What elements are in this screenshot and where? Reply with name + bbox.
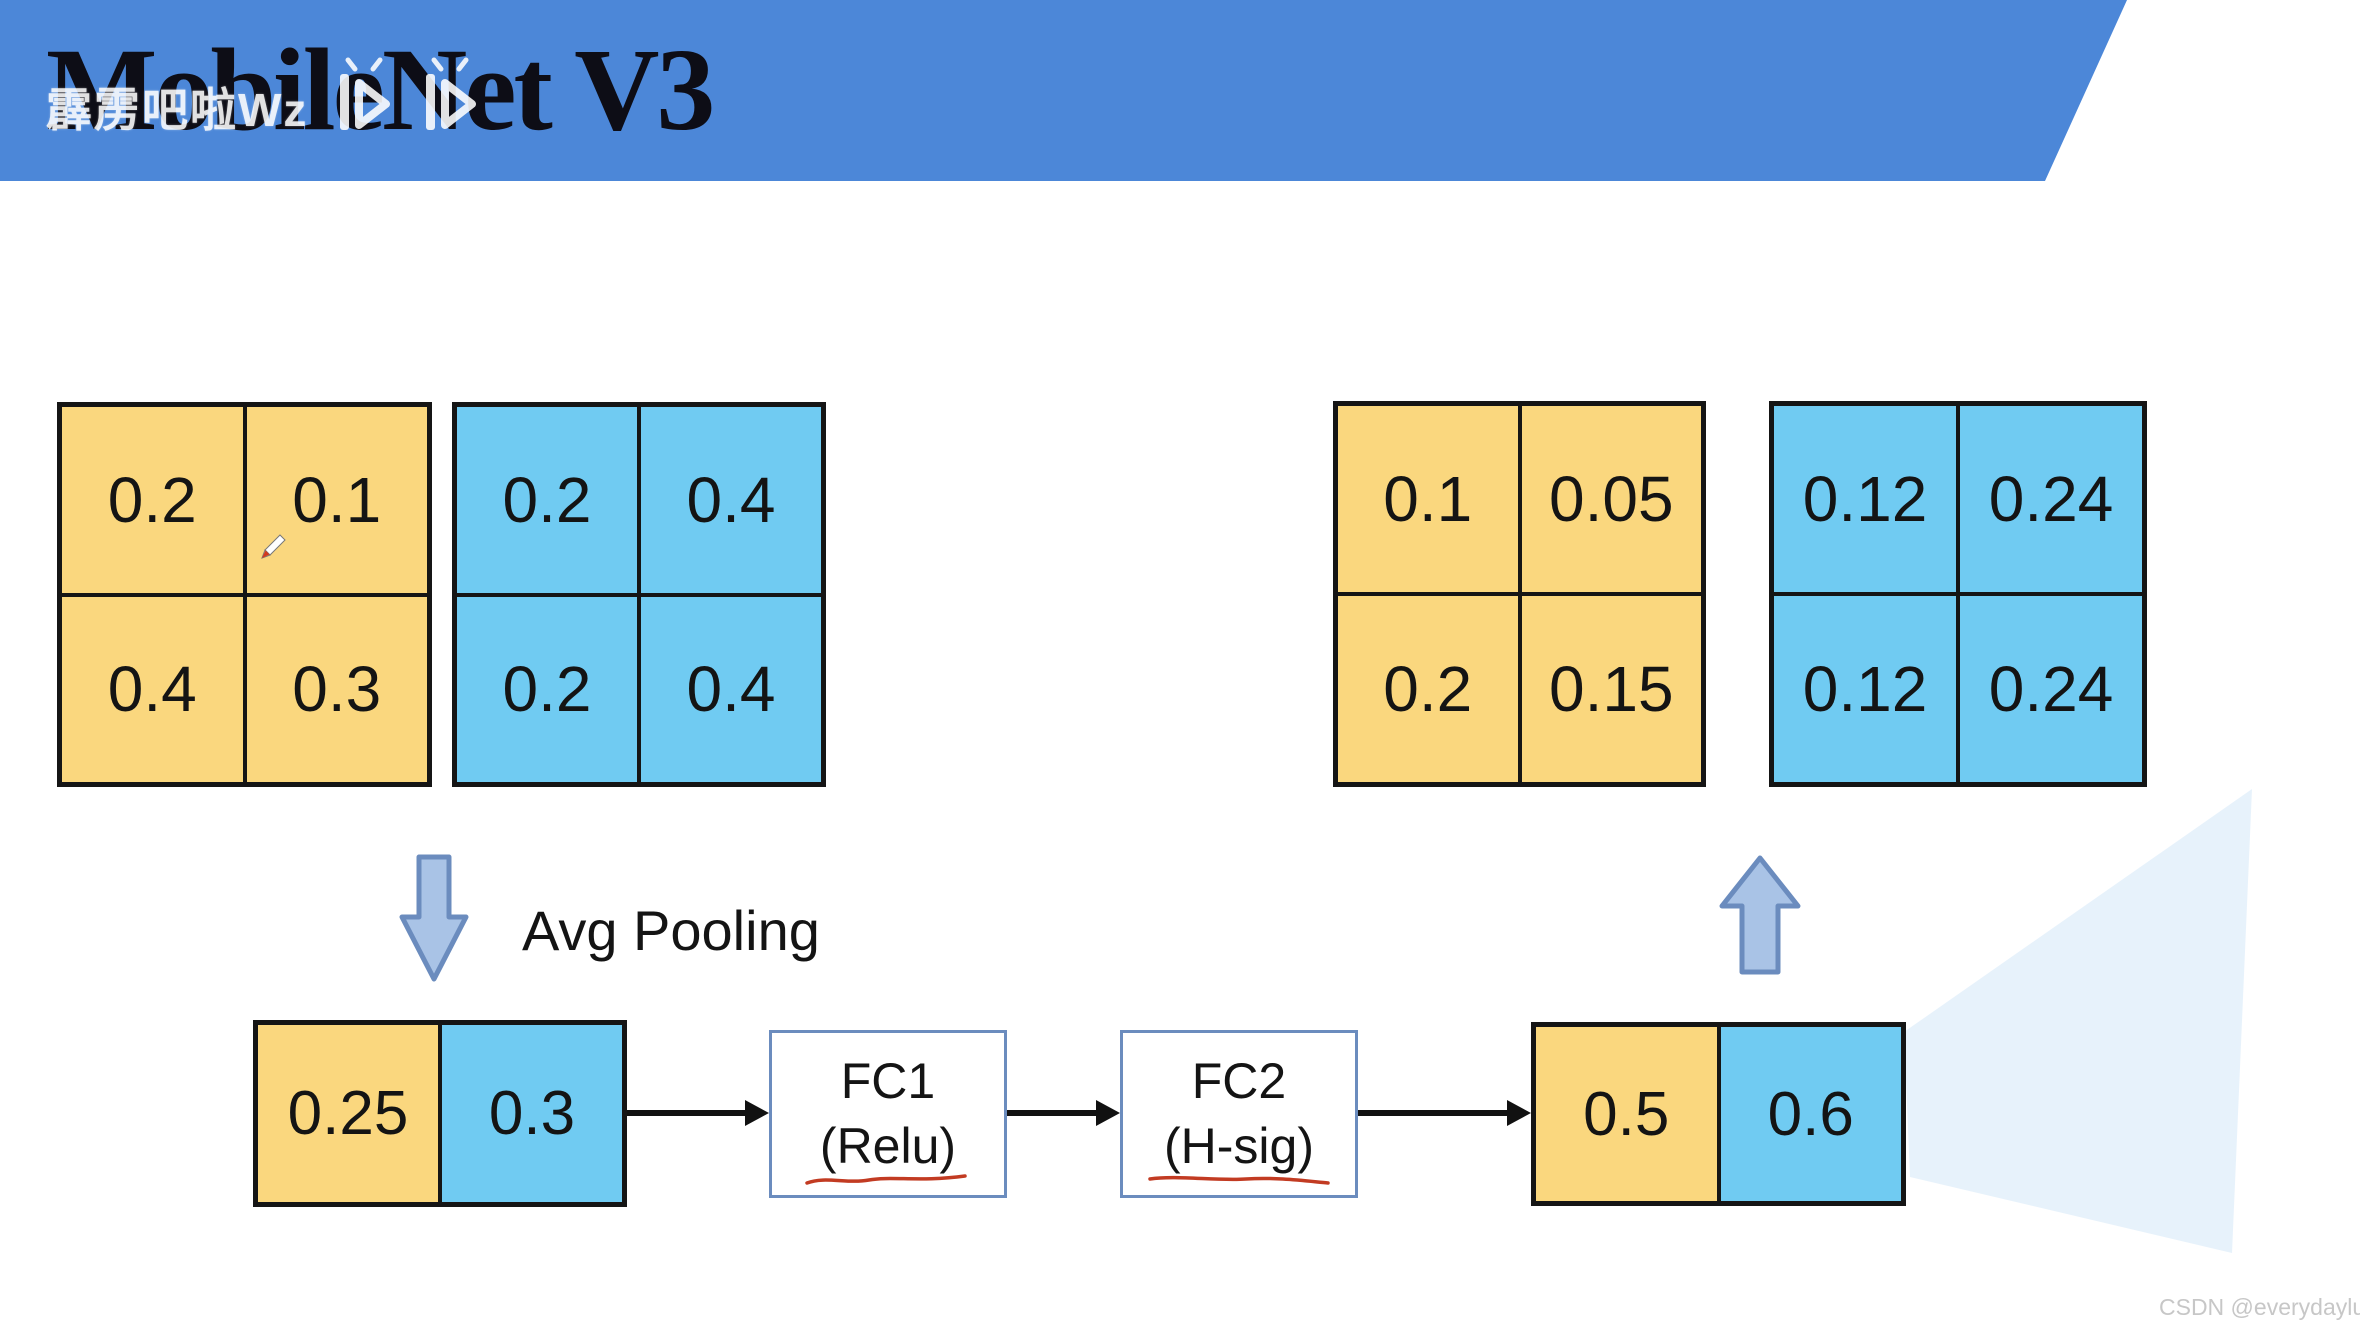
header-banner	[0, 0, 2127, 181]
matrix-cell: 0.2	[455, 405, 639, 595]
fc2-activation: (H-sig)	[1164, 1118, 1314, 1174]
fc1-title: FC1	[840, 1053, 936, 1109]
matrix-cell: 0.4	[639, 594, 823, 784]
scale-yellow-value: 0.5	[1534, 1025, 1719, 1203]
matrix-cell: 0.12	[1772, 594, 1958, 784]
csdn-watermark: CSDN @everydaylucky	[2159, 1294, 2360, 1320]
matrix-cell: 0.3	[244, 594, 429, 784]
matrix-cell: 0.2	[60, 405, 245, 595]
avg-pooling-label: Avg Pooling	[522, 899, 820, 962]
slide-title: MobileNet V3	[46, 24, 715, 155]
matrix-cell: 0.1	[1336, 404, 1520, 594]
matrix-cell: 0.1	[244, 405, 429, 595]
pen-cursor-icon	[261, 534, 286, 559]
fc2-title: FC2	[1191, 1053, 1287, 1109]
bilibili-tv-icon	[340, 57, 391, 130]
matrix-cell: 0.24	[1958, 594, 2144, 784]
hsig-underline	[1148, 1175, 1330, 1185]
fc1-activation: (Relu)	[819, 1118, 957, 1174]
matrix-cell: 0.2	[455, 594, 639, 784]
highlight-beam	[1904, 789, 2252, 1253]
uploader-watermark-text: 霹雳吧啦Wz	[46, 84, 309, 136]
matrix-cell: 0.05	[1519, 404, 1703, 594]
matrix-cell: 0.12	[1772, 404, 1958, 594]
output-matrix-yellow: 0.1 0.05 0.2 0.15	[1333, 401, 1706, 787]
scale-vector: 0.5 0.6	[1531, 1022, 1906, 1206]
input-matrix-yellow: 0.2 0.1 0.4 0.3	[57, 402, 432, 787]
down-block-arrow-icon	[399, 854, 469, 982]
matrix-cell: 0.2	[1336, 594, 1520, 784]
output-matrix-blue: 0.12 0.24 0.12 0.24	[1769, 401, 2147, 787]
uploader-watermark: 霹雳吧啦Wz	[46, 56, 480, 140]
matrix-cell: 0.24	[1958, 404, 2144, 594]
bilibili-tv-icon	[426, 57, 477, 130]
pooled-vector: 0.25 0.3	[253, 1020, 627, 1207]
relu-underline	[805, 1174, 967, 1185]
pooled-yellow-value: 0.25	[256, 1023, 440, 1204]
flow-arrow	[627, 1110, 745, 1116]
input-matrix-blue: 0.2 0.4 0.2 0.4	[452, 402, 826, 787]
scale-blue-value: 0.6	[1718, 1025, 1903, 1203]
flow-arrow	[1007, 1110, 1096, 1116]
matrix-cell: 0.15	[1519, 594, 1703, 784]
fc2-box: FC2 (H-sig)	[1120, 1030, 1358, 1198]
up-block-arrow-icon	[1719, 855, 1801, 975]
matrix-cell: 0.4	[639, 405, 823, 595]
pooled-blue-value: 0.3	[440, 1023, 624, 1204]
fc1-box: FC1 (Relu)	[769, 1030, 1007, 1198]
flow-arrow	[1358, 1110, 1507, 1116]
matrix-cell: 0.4	[60, 594, 245, 784]
